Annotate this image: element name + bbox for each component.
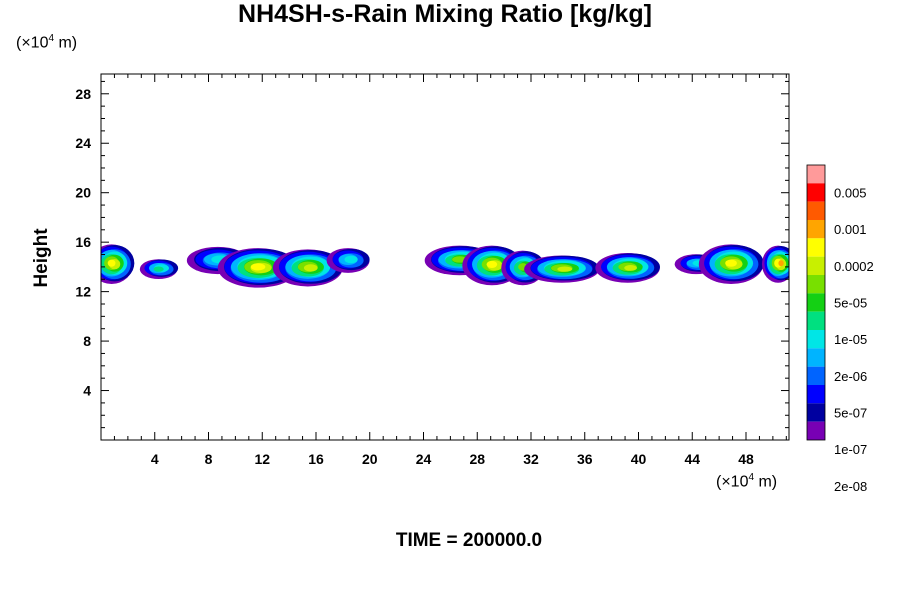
x-tick-label: 4	[151, 451, 159, 467]
cloud-blob	[595, 253, 660, 283]
colorbar-swatch	[807, 293, 825, 312]
contour-level	[725, 259, 737, 267]
colorbar-swatch	[807, 275, 825, 294]
contour-field	[101, 244, 789, 288]
y-unit-exponent: 4	[48, 33, 55, 44]
x-tick-label: 20	[362, 451, 378, 467]
y-tick-label: 28	[75, 86, 91, 102]
x-tick-label: 32	[523, 451, 539, 467]
y-tick-label: 8	[83, 333, 91, 349]
colorbar: 0.005 0.001 0.0002 5e-05 1e-05 2e-06 5e-07 1e-0…	[806, 164, 874, 494]
colorbar-label: 1e-07	[834, 442, 867, 457]
colorbar-swatch	[807, 183, 825, 202]
colorbar-label: 2e-08	[834, 479, 867, 494]
x-unit-prefix: (×10	[716, 473, 749, 491]
contour-level	[153, 266, 164, 272]
colorbar-swatch	[807, 256, 825, 275]
x-axis-unit: (×104 m)	[716, 472, 777, 491]
y-tick-label: 16	[75, 234, 91, 250]
time-label: TIME = 200000.0	[395, 530, 543, 551]
contour-level	[486, 260, 498, 268]
x-tick-label: 28	[469, 451, 485, 467]
x-unit-suffix: m)	[754, 473, 778, 491]
colorbar-swatch	[807, 366, 825, 385]
colorbar-label: 0.0002	[834, 259, 874, 274]
chart-title: NH4SH-s-Rain Mixing Ratio [kg/kg]	[238, 0, 652, 28]
y-tick-label: 20	[75, 185, 91, 201]
contour-level	[107, 259, 116, 267]
contour-level	[624, 264, 637, 271]
x-tick-label: 48	[738, 451, 754, 467]
x-tick-label: 12	[254, 451, 270, 467]
y-tick-label: 24	[75, 135, 91, 151]
cloud-blob	[524, 255, 600, 283]
cloud-blob	[761, 245, 789, 283]
contour-level	[778, 260, 784, 267]
x-unit-exponent: 4	[748, 472, 755, 483]
cloud-blob	[139, 259, 179, 280]
colorbar-swatch	[807, 165, 825, 184]
cloud-blob	[101, 244, 135, 284]
colorbar-swatch	[807, 311, 825, 330]
y-unit-suffix: m)	[54, 34, 78, 52]
x-tick-label: 8	[205, 451, 213, 467]
colorbar-label: 1e-05	[834, 332, 867, 347]
colorbar-label: 0.001	[834, 222, 867, 237]
cloud-blob	[326, 248, 370, 273]
y-unit-prefix: (×10	[16, 34, 49, 52]
contour-level	[250, 263, 266, 271]
x-tick-label: 16	[308, 451, 324, 467]
colorbar-swatch	[807, 421, 825, 440]
colorbar-frame	[806, 164, 826, 441]
plot-frame	[100, 73, 790, 441]
y-axis-unit: (×104 m)	[16, 33, 77, 52]
y-tick-label: 4	[83, 383, 91, 399]
colorbar-swatch	[807, 403, 825, 422]
contour-level	[557, 266, 573, 272]
colorbar-swatch	[807, 348, 825, 367]
colorbar-swatch	[807, 238, 825, 257]
colorbar-swatch	[807, 220, 825, 239]
colorbar-label: 0.005	[834, 185, 867, 200]
y-tick-label: 12	[75, 284, 91, 300]
colorbar-swatch	[807, 385, 825, 404]
colorbar-label: 2e-06	[834, 369, 867, 384]
contour-level	[344, 255, 358, 264]
colorbar-label: 5e-07	[834, 405, 867, 420]
cloud-blob	[272, 249, 343, 287]
x-tick-label: 44	[684, 451, 700, 467]
contour-level	[303, 264, 318, 272]
colorbar-label: 5e-05	[834, 295, 867, 310]
x-tick-label: 40	[631, 451, 647, 467]
x-tick-label: 24	[416, 451, 432, 467]
x-tick-label: 36	[577, 451, 593, 467]
cloud-blob	[698, 244, 764, 284]
colorbar-swatch	[807, 330, 825, 349]
colorbar-swatch	[807, 201, 825, 220]
